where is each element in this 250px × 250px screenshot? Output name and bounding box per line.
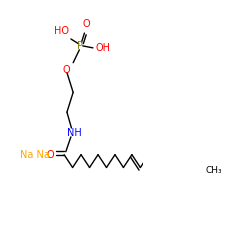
Text: O: O (62, 64, 70, 74)
Text: O: O (47, 150, 54, 160)
Text: O: O (83, 19, 90, 29)
Text: CH₃: CH₃ (206, 166, 222, 175)
Text: OH: OH (96, 43, 110, 53)
Text: Na Na: Na Na (20, 150, 50, 160)
Text: NH: NH (68, 128, 82, 138)
Text: P: P (78, 41, 84, 51)
Text: HO: HO (54, 26, 69, 36)
